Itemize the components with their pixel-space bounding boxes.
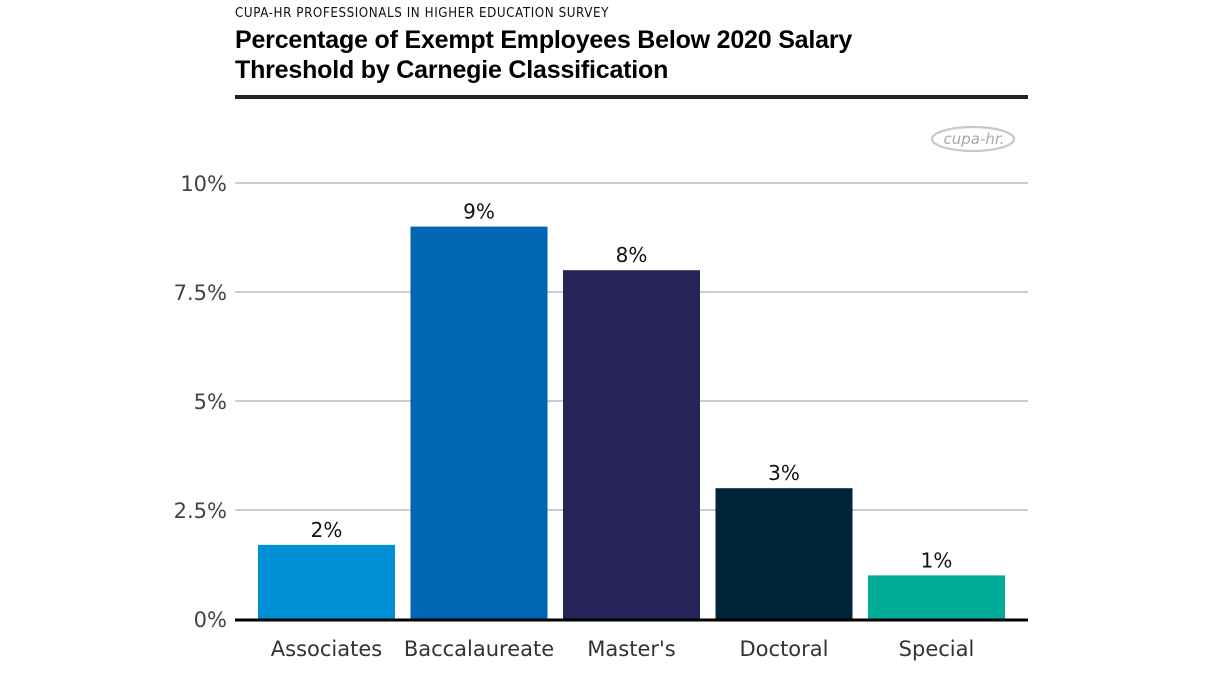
chart-title-line-2: Threshold by Carnegie Classification xyxy=(235,56,669,84)
x-category-label: Doctoral xyxy=(740,637,829,661)
bar-data-label: 2% xyxy=(311,518,343,542)
bar-data-label: 9% xyxy=(463,200,495,224)
chart-header: CUPA-HR PROFESSIONALS IN HIGHER EDUCATIO… xyxy=(235,6,1028,85)
x-category-label: Master's xyxy=(587,637,675,661)
y-tick-label: 5% xyxy=(194,390,227,414)
x-category-label: Special xyxy=(899,637,975,661)
bar xyxy=(868,575,1005,619)
bar-data-label: 8% xyxy=(616,243,648,267)
y-tick-label: 0% xyxy=(194,608,227,632)
chart-kicker: CUPA-HR PROFESSIONALS IN HIGHER EDUCATIO… xyxy=(235,6,609,21)
x-category-label: Associates xyxy=(271,637,382,661)
bar-data-label: 1% xyxy=(921,548,953,572)
y-tick-label: 7.5% xyxy=(174,281,227,305)
cupa-hr-logo-icon: cupa-hr. xyxy=(930,125,1016,153)
title-rule xyxy=(235,95,1028,99)
bar xyxy=(410,226,548,619)
logo-text: cupa-hr. xyxy=(944,130,1005,148)
y-tick-label: 10% xyxy=(180,172,227,196)
x-category-label: Baccalaureate xyxy=(404,637,554,661)
chart-title-line-1: Percentage of Exempt Employees Below 202… xyxy=(235,26,853,54)
bar xyxy=(715,488,853,619)
bar xyxy=(258,544,395,619)
y-tick-label: 2.5% xyxy=(174,499,227,523)
bar xyxy=(563,270,700,619)
bar-data-label: 3% xyxy=(768,461,800,485)
chart-title: Percentage of Exempt Employees Below 202… xyxy=(235,25,1028,85)
